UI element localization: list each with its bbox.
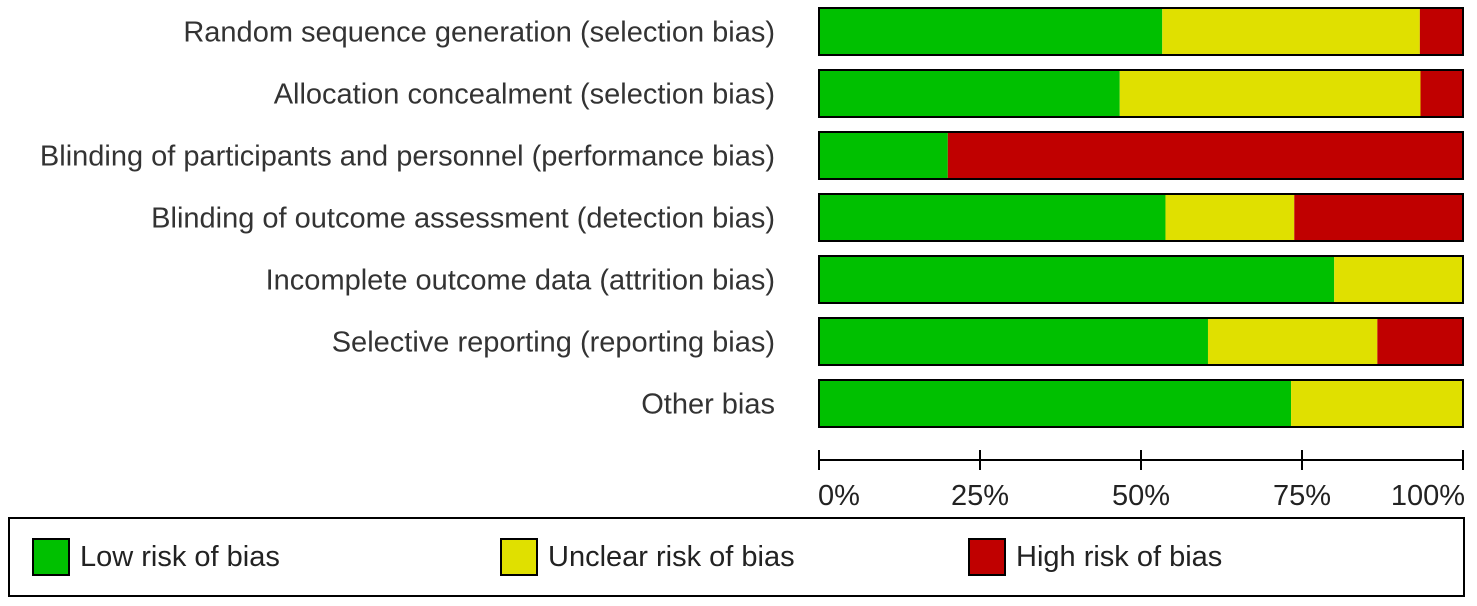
bar-outline-4: [818, 193, 1464, 242]
category-label-7: Other bias: [641, 389, 775, 421]
bar-high-risk-of-bias-1: [1419, 8, 1463, 55]
bar-outline-6: [818, 317, 1464, 366]
bar-low-risk-of-bias-1: [819, 8, 1163, 55]
bar-outline-2: [818, 69, 1464, 118]
bar-low-risk-of-bias-2: [819, 70, 1120, 117]
risk-of-bias-chart: Random sequence generation (selection bi…: [40, 7, 1465, 512]
bar-low-risk-of-bias-6: [819, 318, 1208, 365]
legend-label-high: High risk of bias: [1016, 540, 1223, 573]
bar-low-risk-of-bias-4: [819, 194, 1166, 241]
legend-swatch-high: [968, 538, 1006, 576]
category-label-6: Selective reporting (reporting bias): [332, 327, 775, 359]
x-tick-label-2: 25%: [951, 480, 1009, 512]
bar-low-risk-of-bias-7: [819, 380, 1292, 427]
category-label-3: Blinding of participants and personnel (…: [40, 141, 775, 173]
x-tick-label-1: 0%: [818, 480, 860, 512]
category-label-1: Random sequence generation (selection bi…: [183, 17, 775, 49]
category-labels: Random sequence generation (selection bi…: [40, 17, 775, 421]
bar-unclear-risk-of-bias-4: [1165, 194, 1295, 241]
bar-high-risk-of-bias-6: [1377, 318, 1463, 365]
legend-label-unclear: Unclear risk of bias: [548, 540, 795, 573]
x-tick-label-4: 75%: [1273, 480, 1331, 512]
bar-unclear-risk-of-bias-7: [1291, 380, 1463, 427]
legend-swatch-unclear: [500, 538, 538, 576]
bar-outline-5: [818, 255, 1464, 304]
bar-unclear-risk-of-bias-2: [1119, 70, 1421, 117]
bar-outline-1: [818, 7, 1464, 56]
legend-item-low: Low risk of bias: [32, 537, 280, 577]
legend-item-unclear: Unclear risk of bias: [500, 537, 795, 577]
bar-high-risk-of-bias-3: [947, 132, 1463, 179]
bar-low-risk-of-bias-5: [819, 256, 1335, 303]
bar-high-risk-of-bias-2: [1420, 70, 1463, 117]
bar-unclear-risk-of-bias-1: [1162, 8, 1420, 55]
category-label-5: Incomplete outcome data (attrition bias): [266, 265, 775, 297]
x-tick-label-3: 50%: [1112, 480, 1170, 512]
legend-item-high: High risk of bias: [968, 537, 1222, 577]
legend: Low risk of bias Unclear risk of bias Hi…: [8, 517, 1465, 597]
bar-low-risk-of-bias-3: [819, 132, 948, 179]
bar-outline-3: [818, 131, 1464, 180]
category-label-4: Blinding of outcome assessment (detectio…: [151, 203, 775, 235]
x-tick-label-5: 100%: [1391, 480, 1465, 512]
bar-high-risk-of-bias-4: [1294, 194, 1463, 241]
bar-unclear-risk-of-bias-5: [1334, 256, 1463, 303]
bar-outline-7: [818, 379, 1464, 428]
legend-label-low: Low risk of bias: [80, 540, 280, 573]
category-label-2: Allocation concealment (selection bias): [274, 79, 775, 111]
x-axis: 0% 25% 50% 75% 100%: [818, 450, 1465, 512]
stacked-bars: [818, 7, 1464, 428]
legend-swatch-low: [32, 538, 70, 576]
bar-unclear-risk-of-bias-6: [1207, 318, 1378, 365]
